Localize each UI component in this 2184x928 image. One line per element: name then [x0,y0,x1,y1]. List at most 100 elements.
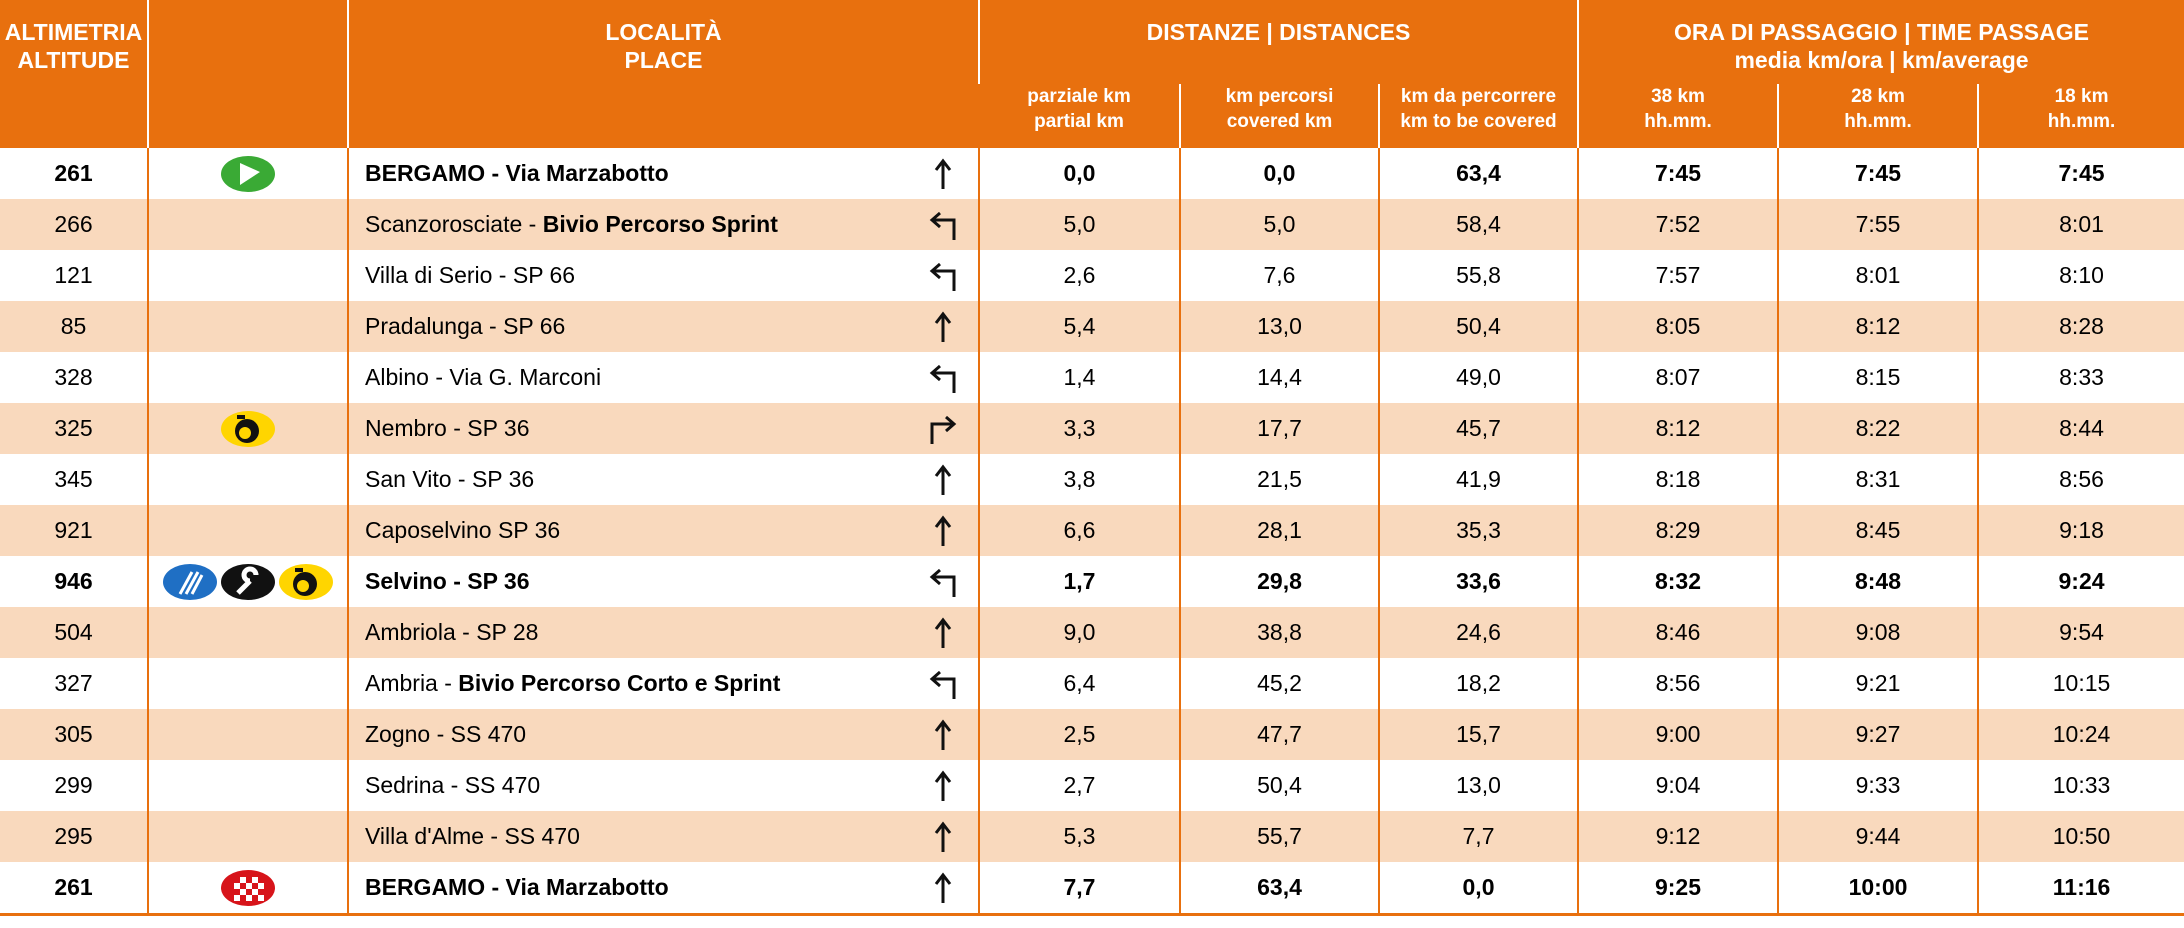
value-cell: 8:28 [1977,301,2184,352]
value-cell: 8:46 [1577,607,1779,658]
place: Albino - Via G. Marconi [349,361,978,395]
subcolumn-header: 38 km hh.mm. [1577,84,1779,148]
icon-glyph [239,426,251,439]
value-cell: 8:12 [1577,403,1779,454]
place: BERGAMO - Via Marzabotto [349,157,978,191]
value-cell: 33,6 [1377,556,1579,607]
place-cell: Selvino - SP 36 [347,556,979,607]
place-cell: Sedrina - SS 470 [347,760,979,811]
value-cell: 2,6 [978,250,1180,301]
place-text: Ambriola - SP 28 [365,619,538,646]
value-cell: 9:08 [1777,607,1979,658]
place-text: Villa d'Alme - SS 470 [365,823,580,850]
value-cell: 9:00 [1577,709,1779,760]
value-cell: 7,7 [978,862,1180,916]
value-cell: 7:45 [1977,148,2184,199]
altitude-cell: 295 [0,811,148,862]
place: Villa di Serio - SP 66 [349,259,978,293]
icon-food [163,563,217,600]
header-line: 28 km [1851,86,1905,107]
turn-arrow [934,515,952,546]
icon-glyph [295,567,303,572]
route-row: 261 BERGAMO - Via Marzabotto 0,0 0,0 63,4 7:4… [0,148,2184,199]
header-line: km da percorrere [1400,86,1557,107]
value-cell: 45,2 [1179,658,1379,709]
icon-cell [147,760,348,811]
place: Selvino - SP 36 [349,565,978,599]
icon-glyph [240,162,260,185]
place-text: Scanzorosciate - Bivio Percorso Sprint [365,211,778,238]
icon-cell [147,250,348,301]
value-cell: 15,7 [1377,709,1579,760]
icon-glyph [246,882,252,889]
place-cell: Zogno - SS 470 [347,709,979,760]
turn-arrow [929,568,956,597]
altitude-cell: 325 [0,403,148,454]
header-line: hh.mm. [2047,111,2116,132]
value-cell: 58,4 [1377,199,1579,250]
value-cell: 14,4 [1179,352,1379,403]
icon-cell [147,658,348,709]
value-cell: 17,7 [1179,403,1379,454]
table-body: 261 BERGAMO - Via Marzabotto 0,0 0,0 63,4 7:4… [0,148,2184,916]
arrow-path [934,311,952,342]
place-cell: Ambria - Bivio Percorso Corto e Sprint [347,658,979,709]
value-cell: 9:25 [1577,862,1779,916]
value-cell: 8:18 [1577,454,1779,505]
value-cell: 8:10 [1977,250,2184,301]
value-cell: 8:56 [1577,658,1779,709]
place-cell: Scanzorosciate - Bivio Percorso Sprint [347,199,979,250]
subheader-row: parziale km partial km km percorsi covered … [0,84,2184,148]
altitude-cell: 266 [0,199,148,250]
icon-timer [279,563,333,600]
altitude-cell: 946 [54,568,93,594]
arrow-path [929,262,956,291]
value-cell: 6,6 [978,505,1180,556]
place: Villa d'Alme - SS 470 [349,820,978,854]
place-segment: Albino - Via G. Marconi [365,364,602,390]
arrow-path [929,211,956,240]
value-cell: 8:48 [1777,556,1979,607]
altitude-cell: 261 [54,160,93,186]
icon-timer [221,410,275,447]
value-cell: 10:33 [1977,760,2184,811]
place-segment: San Vito - SP 36 [365,466,535,492]
place-text: Pradalunga - SP 66 [365,313,565,340]
place-text: Sedrina - SS 470 [365,772,540,799]
subcolumn-header: km da percorrere km to be covered [1377,84,1579,148]
icon-bg [163,563,217,600]
route-row: 261 BERGAMO - Via Marzabotto 7,7 63,4 0,0 9:2… [0,862,2184,916]
place-segment: Bivio Percorso Corto e Sprint [458,670,781,696]
value-cell: 9:27 [1777,709,1979,760]
header-line: covered km [1226,111,1333,132]
header-line: km to be covered [1400,111,1557,132]
icon-glyph [178,570,204,595]
route-row: 295 Villa d'Alme - SS 470 5,3 55,7 7,7 9:12 9:… [0,811,2184,862]
arrow-path [934,158,952,189]
value-cell: 9:54 [1977,607,2184,658]
icon-start [221,155,275,192]
icon-glyph [237,414,245,419]
place-cell: Nembro - SP 36 [347,403,979,454]
icon-glyph [236,566,259,595]
place: Ambriola - SP 28 [349,616,978,650]
icon-glyph [240,876,246,883]
route-row: 266 Scanzorosciate - Bivio Percorso Sprin… [0,199,2184,250]
value-cell: 18,2 [1377,658,1579,709]
place-segment: Caposelvino SP 36 [365,517,561,543]
turn-arrow [934,821,952,852]
turn-arrow [934,158,952,189]
place-segment: Ambria - [365,670,459,696]
value-cell: 9:33 [1777,760,1979,811]
place: Caposelvino SP 36 [349,514,978,548]
route-row: 299 Sedrina - SS 470 2,7 50,4 13,0 9:04 9:33 10… [0,760,2184,811]
value-cell: 7:45 [1577,148,1779,199]
altitude-cell: 121 [54,262,93,288]
value-cell: 5,3 [978,811,1180,862]
table-header: ALTIMETRIA ALTITUDE LOCALITÀ PLACE DISTANZ… [0,0,2184,148]
arrow-path [929,568,956,597]
value-cell: 0,0 [1377,862,1579,916]
header-line: parziale km [1027,86,1131,107]
value-cell: 24,6 [1377,607,1579,658]
